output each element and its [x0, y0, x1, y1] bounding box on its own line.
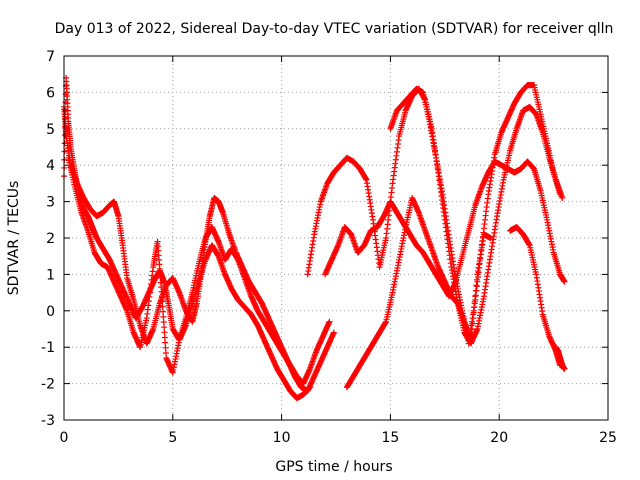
data-point: [473, 276, 480, 283]
data-point: [472, 293, 479, 300]
series-track-i: [552, 344, 568, 373]
data-point: [561, 278, 568, 285]
data-point: [160, 313, 167, 320]
series-track-c: [65, 154, 333, 387]
x-tick-label: 20: [490, 430, 508, 446]
x-tick-label: 10: [273, 430, 291, 446]
y-tick-label: 5: [46, 122, 55, 138]
data-point: [470, 309, 477, 316]
data-point: [161, 324, 168, 331]
data-point: [559, 194, 566, 201]
series-track-a: [61, 74, 313, 402]
grid-lines: [64, 56, 608, 420]
y-tick-label: -2: [41, 377, 55, 393]
y-tick-label: 1: [46, 267, 55, 283]
series-track-d: [304, 85, 566, 347]
y-tick-label: 3: [46, 195, 55, 211]
y-tick-label: 2: [46, 231, 55, 247]
x-tick-label: 15: [381, 430, 399, 446]
data-point: [162, 339, 169, 346]
x-tick-label: 5: [168, 430, 177, 446]
x-axis-label: GPS time / hours: [275, 459, 392, 475]
data-point: [160, 319, 167, 326]
data-point: [161, 329, 168, 336]
y-tick-label: -3: [41, 413, 55, 429]
y-tick-label: 4: [46, 158, 55, 174]
data-point: [561, 366, 568, 373]
data-point: [161, 334, 168, 341]
data-point: [159, 298, 166, 305]
data-series: [61, 74, 568, 402]
y-tick-label: 7: [46, 49, 55, 65]
axis-ticks: 0 5 10 15 20 25 -3 -2 -1 0 1 2 3 4 5 6 7: [41, 49, 617, 446]
data-point: [469, 320, 476, 327]
data-point: [468, 331, 475, 338]
data-point: [158, 293, 165, 300]
data-point: [471, 298, 478, 305]
data-point: [162, 344, 169, 351]
y-axis-label: SDTVAR / TECUs: [6, 181, 22, 296]
data-point: [471, 304, 478, 311]
data-point: [160, 308, 167, 315]
data-point: [326, 318, 333, 325]
data-point: [487, 235, 494, 241]
x-tick-label: 0: [60, 430, 69, 446]
y-tick-label: 6: [46, 85, 55, 101]
data-point: [330, 329, 337, 336]
x-tick-label: 25: [599, 430, 617, 446]
data-point: [557, 191, 564, 198]
data-point: [61, 148, 68, 155]
data-point: [470, 315, 477, 322]
series-track-g: [343, 194, 494, 391]
data-point: [473, 282, 480, 289]
chart-title: Day 013 of 2022, Sidereal Day-to-day VTE…: [55, 21, 614, 37]
data-point: [467, 336, 474, 343]
y-tick-label: -1: [41, 340, 55, 356]
plot-frame: [63, 55, 609, 421]
data-point: [162, 349, 169, 356]
y-tick-label: 0: [46, 304, 55, 320]
series-track-e: [322, 158, 568, 300]
data-point: [472, 287, 479, 294]
data-point: [469, 326, 475, 332]
data-point: [159, 303, 166, 310]
